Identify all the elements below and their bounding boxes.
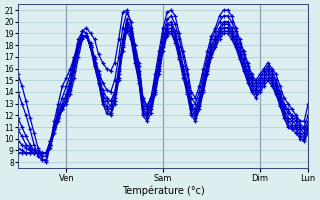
X-axis label: Température (°c): Température (°c) xyxy=(122,185,204,196)
